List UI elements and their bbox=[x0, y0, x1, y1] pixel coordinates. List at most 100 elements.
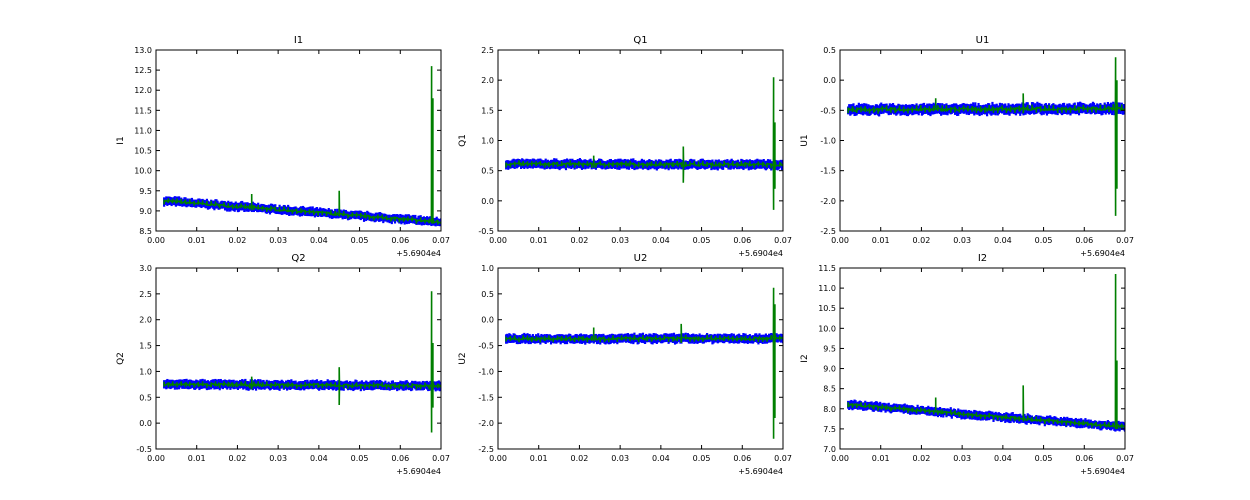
subplot-title: U2 bbox=[634, 253, 648, 264]
y-tick-label: 0.5 bbox=[481, 167, 494, 176]
plot-area bbox=[847, 57, 1125, 216]
y-tick-label: 11.5 bbox=[818, 264, 836, 273]
series-line bbox=[847, 57, 1125, 216]
y-tick-label: 3.0 bbox=[139, 264, 152, 273]
series-line bbox=[505, 287, 783, 439]
subplot-title: Q1 bbox=[633, 35, 647, 46]
y-tick-label: 2.0 bbox=[481, 76, 494, 85]
y-tick-label: 0.0 bbox=[481, 316, 494, 325]
x-tick-label: 0.02 bbox=[913, 236, 931, 245]
x-tick-label: 0.02 bbox=[913, 454, 931, 463]
y-axis-label: I1 bbox=[116, 136, 126, 144]
y-tick-label: 1.0 bbox=[139, 367, 152, 376]
subplot-title: I2 bbox=[978, 253, 987, 264]
y-tick-label: -0.5 bbox=[478, 342, 494, 351]
x-tick-label: 0.06 bbox=[1075, 454, 1093, 463]
series-line bbox=[505, 77, 783, 210]
axes-frame bbox=[155, 267, 442, 450]
y-tick-label: 7.5 bbox=[823, 425, 836, 434]
plot-area bbox=[163, 291, 441, 433]
y-axis-label: U2 bbox=[458, 352, 468, 364]
y-tick-label: -0.5 bbox=[478, 227, 494, 236]
y-tick-label: 2.0 bbox=[139, 316, 152, 325]
x-tick-label: 0.01 bbox=[872, 454, 890, 463]
x-tick-label: 0.07 bbox=[1116, 454, 1134, 463]
x-tick-label: 0.05 bbox=[351, 236, 369, 245]
x-tick-label: 0.04 bbox=[652, 236, 670, 245]
x-tick-label: 0.01 bbox=[530, 454, 548, 463]
y-tick-label: 10.5 bbox=[818, 304, 836, 313]
y-axis-label: U1 bbox=[800, 134, 810, 146]
y-tick-label: 12.5 bbox=[134, 66, 152, 75]
x-offset-label: +5.6904e4 bbox=[396, 249, 441, 258]
x-tick-label: 0.06 bbox=[1075, 236, 1093, 245]
y-tick-label: 8.5 bbox=[823, 385, 836, 394]
y-tick-label: 2.5 bbox=[481, 46, 494, 55]
y-tick-label: 9.0 bbox=[823, 365, 836, 374]
x-tick-label: 0.02 bbox=[229, 454, 247, 463]
y-axis-label: Q2 bbox=[116, 352, 126, 365]
series-line bbox=[163, 291, 441, 433]
x-tick-label: 0.03 bbox=[953, 236, 971, 245]
y-tick-label: 9.5 bbox=[139, 187, 152, 196]
y-tick-label: 0.5 bbox=[481, 290, 494, 299]
x-tick-label: 0.05 bbox=[693, 454, 711, 463]
x-tick-label: 0.07 bbox=[1116, 236, 1134, 245]
x-tick-label: 0.01 bbox=[188, 454, 206, 463]
x-tick-label: 0.04 bbox=[310, 236, 328, 245]
y-tick-label: 1.5 bbox=[139, 342, 152, 351]
x-tick-label: 0.03 bbox=[611, 454, 629, 463]
axes-frame bbox=[497, 49, 784, 232]
y-tick-label: 11.5 bbox=[134, 106, 152, 115]
x-tick-label: 0.06 bbox=[733, 236, 751, 245]
subplot-title: Q2 bbox=[291, 253, 305, 264]
x-offset-label: +5.6904e4 bbox=[396, 467, 441, 476]
y-axis-label: Q1 bbox=[458, 134, 468, 147]
subplot-q2: 0.00 0.01 0.02 0.03 0.04 0.05 0.06 0.07 +5.6904e… bbox=[116, 253, 450, 476]
x-tick-label: 0.02 bbox=[571, 454, 589, 463]
x-tick-label: 0.03 bbox=[269, 454, 287, 463]
x-offset-label: +5.6904e4 bbox=[738, 249, 783, 258]
x-tick-label: 0.05 bbox=[693, 236, 711, 245]
subplot-i1: 0.00 0.01 0.02 0.03 0.04 0.05 0.06 0.07 +5.6904e… bbox=[116, 35, 450, 258]
y-tick-label: -0.5 bbox=[820, 106, 836, 115]
subplot-i2: 0.00 0.01 0.02 0.03 0.04 0.05 0.06 0.07 +5.6904e… bbox=[800, 253, 1134, 476]
y-tick-label: -1.5 bbox=[820, 167, 836, 176]
x-tick-label: 0.02 bbox=[571, 236, 589, 245]
x-tick-label: 0.00 bbox=[147, 236, 165, 245]
x-tick-label: 0.00 bbox=[831, 236, 849, 245]
y-tick-label: 8.5 bbox=[139, 227, 152, 236]
y-tick-label: -0.5 bbox=[136, 445, 152, 454]
x-offset-label: +5.6904e4 bbox=[1080, 249, 1125, 258]
x-tick-label: 0.02 bbox=[229, 236, 247, 245]
y-tick-label: 0.0 bbox=[823, 76, 836, 85]
series-line bbox=[163, 66, 441, 225]
plot-area bbox=[505, 77, 783, 210]
x-tick-label: 0.07 bbox=[774, 236, 792, 245]
subplot-u1: 0.00 0.01 0.02 0.03 0.04 0.05 0.06 0.07 +5.6904e… bbox=[800, 35, 1134, 258]
y-tick-label: 10.0 bbox=[134, 167, 152, 176]
y-tick-label: 0.5 bbox=[823, 46, 836, 55]
x-tick-label: 0.03 bbox=[611, 236, 629, 245]
x-tick-label: 0.01 bbox=[530, 236, 548, 245]
y-tick-label: -2.0 bbox=[820, 197, 836, 206]
y-tick-label: 2.5 bbox=[139, 290, 152, 299]
x-tick-label: 0.06 bbox=[391, 236, 409, 245]
x-tick-label: 0.00 bbox=[489, 454, 507, 463]
x-tick-label: 0.06 bbox=[391, 454, 409, 463]
x-tick-label: 0.04 bbox=[994, 236, 1012, 245]
y-tick-label: -1.0 bbox=[478, 367, 494, 376]
x-tick-label: 0.00 bbox=[831, 454, 849, 463]
y-tick-label: 10.5 bbox=[134, 147, 152, 156]
y-tick-label: -2.5 bbox=[478, 445, 494, 454]
axes-frame bbox=[155, 49, 442, 232]
y-tick-label: 0.0 bbox=[139, 419, 152, 428]
series-line bbox=[847, 273, 1125, 430]
y-tick-label: 1.5 bbox=[481, 106, 494, 115]
axes-frame bbox=[839, 49, 1126, 232]
subplot-title: U1 bbox=[976, 35, 990, 46]
y-tick-label: 0.5 bbox=[139, 393, 152, 402]
x-tick-label: 0.05 bbox=[1035, 454, 1053, 463]
y-tick-label: 7.0 bbox=[823, 445, 836, 454]
